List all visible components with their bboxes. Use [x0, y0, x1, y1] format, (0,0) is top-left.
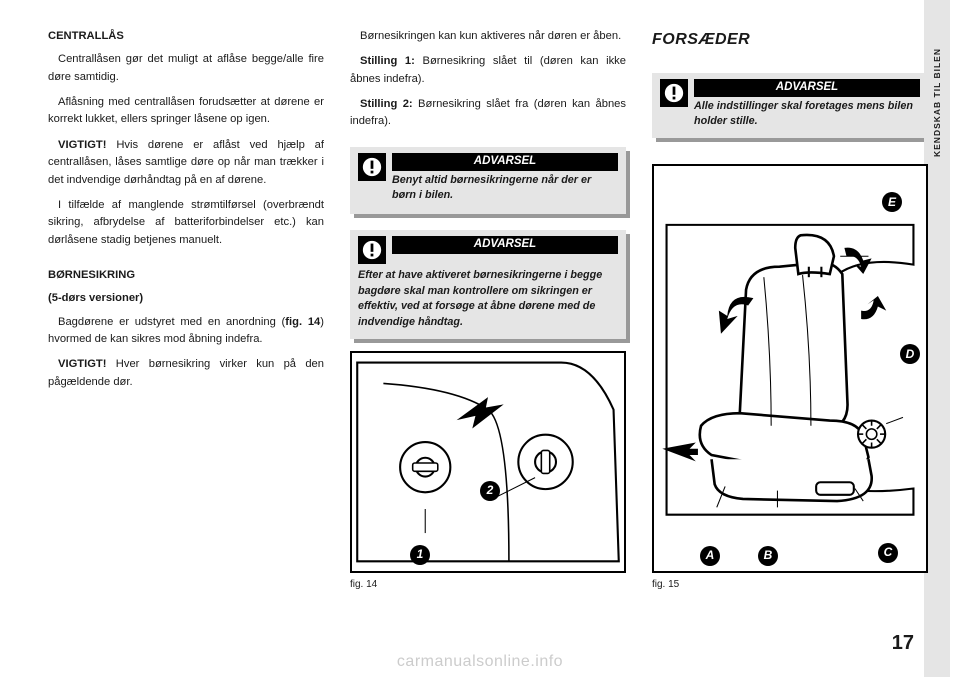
warning-title: ADVARSEL	[694, 79, 920, 97]
figure-14-caption: fig. 14	[350, 577, 626, 593]
warning-body: Efter at have aktiveret børnesikringerne…	[358, 268, 618, 331]
warning-title: ADVARSEL	[392, 153, 618, 171]
warning-icon	[358, 153, 386, 181]
figure-badge-C: C	[878, 543, 898, 563]
paragraph: Aflåsning med centrallåsen forudsætter a…	[48, 94, 324, 129]
column-1: CENTRALLÅS Centrallåsen gør det muligt a…	[48, 28, 324, 592]
warning-body: Alle indstillinger skal foretages mens b…	[660, 99, 920, 130]
warning-title: ADVARSEL	[392, 236, 618, 254]
warning-icon	[358, 236, 386, 264]
warning-body: Benyt altid børnesikringerne når der er …	[358, 173, 618, 204]
label-vigtigt: VIGTIGT!	[58, 139, 106, 151]
figure-badge-2: 2	[480, 481, 500, 501]
heading-bornesikring: BØRNESIKRING	[48, 267, 324, 284]
warning-box-3: ADVARSEL Alle indstillinger skal foretag…	[652, 73, 928, 138]
text: Bagdørene er udstyret med en anordning (	[58, 316, 285, 328]
warning-box-1: ADVARSEL Benyt altid børnesikringerne nå…	[350, 147, 626, 214]
figure-badge-E: E	[882, 192, 902, 212]
label-stilling2: Stilling 2:	[360, 98, 413, 110]
seat-illustration	[654, 166, 926, 570]
section-title-forsaeder: FORSÆDER	[652, 28, 928, 53]
paragraph: VIGTIGT! Hvis dørene er aflåst ved hjælp…	[48, 137, 324, 189]
page-number: 17	[892, 632, 914, 655]
fig-ref: fig. 14	[285, 316, 320, 328]
watermark: carmanualsonline.info	[397, 653, 563, 671]
figure-badge-A: A	[700, 546, 720, 566]
heading-versions: (5-dørs versioner)	[48, 290, 324, 307]
figure-14: 2 1	[350, 351, 626, 573]
paragraph: I tilfælde af manglende strømtilførsel (…	[48, 197, 324, 249]
figure-15-caption: fig. 15	[652, 577, 928, 593]
paragraph: Stilling 2: Børnesikring slået fra (døre…	[350, 96, 626, 131]
column-3: FORSÆDER ADVARSEL Alle indstillinger ska…	[652, 28, 928, 592]
figure-15: E D C B A	[652, 164, 928, 572]
heading-centrallas: CENTRALLÅS	[48, 28, 324, 45]
warning-box-2: ADVARSEL Efter at have aktiveret børnesi…	[350, 230, 626, 339]
figure-badge-1: 1	[410, 545, 430, 565]
door-lock-illustration	[352, 353, 624, 571]
paragraph: VIGTIGT! Hver børnesikring virker kun på…	[48, 356, 324, 391]
label-stilling1: Stilling 1:	[360, 55, 415, 67]
column-2: Børnesikringen kan kun aktiveres når dør…	[350, 28, 626, 592]
page-content: CENTRALLÅS Centrallåsen gør det muligt a…	[0, 0, 960, 600]
sidebar-tab-label: KENDSKAB TIL BILEN	[932, 48, 942, 157]
figure-badge-B: B	[758, 546, 778, 566]
paragraph: Bagdørene er udstyret med en anordning (…	[48, 314, 324, 349]
label-vigtigt: VIGTIGT!	[58, 358, 106, 370]
figure-badge-D: D	[900, 344, 920, 364]
paragraph: Centrallåsen gør det muligt at aflåse be…	[48, 51, 324, 86]
paragraph: Stilling 1: Børnesikring slået til (døre…	[350, 53, 626, 88]
warning-icon	[660, 79, 688, 107]
paragraph: Børnesikringen kan kun aktiveres når dør…	[350, 28, 626, 45]
